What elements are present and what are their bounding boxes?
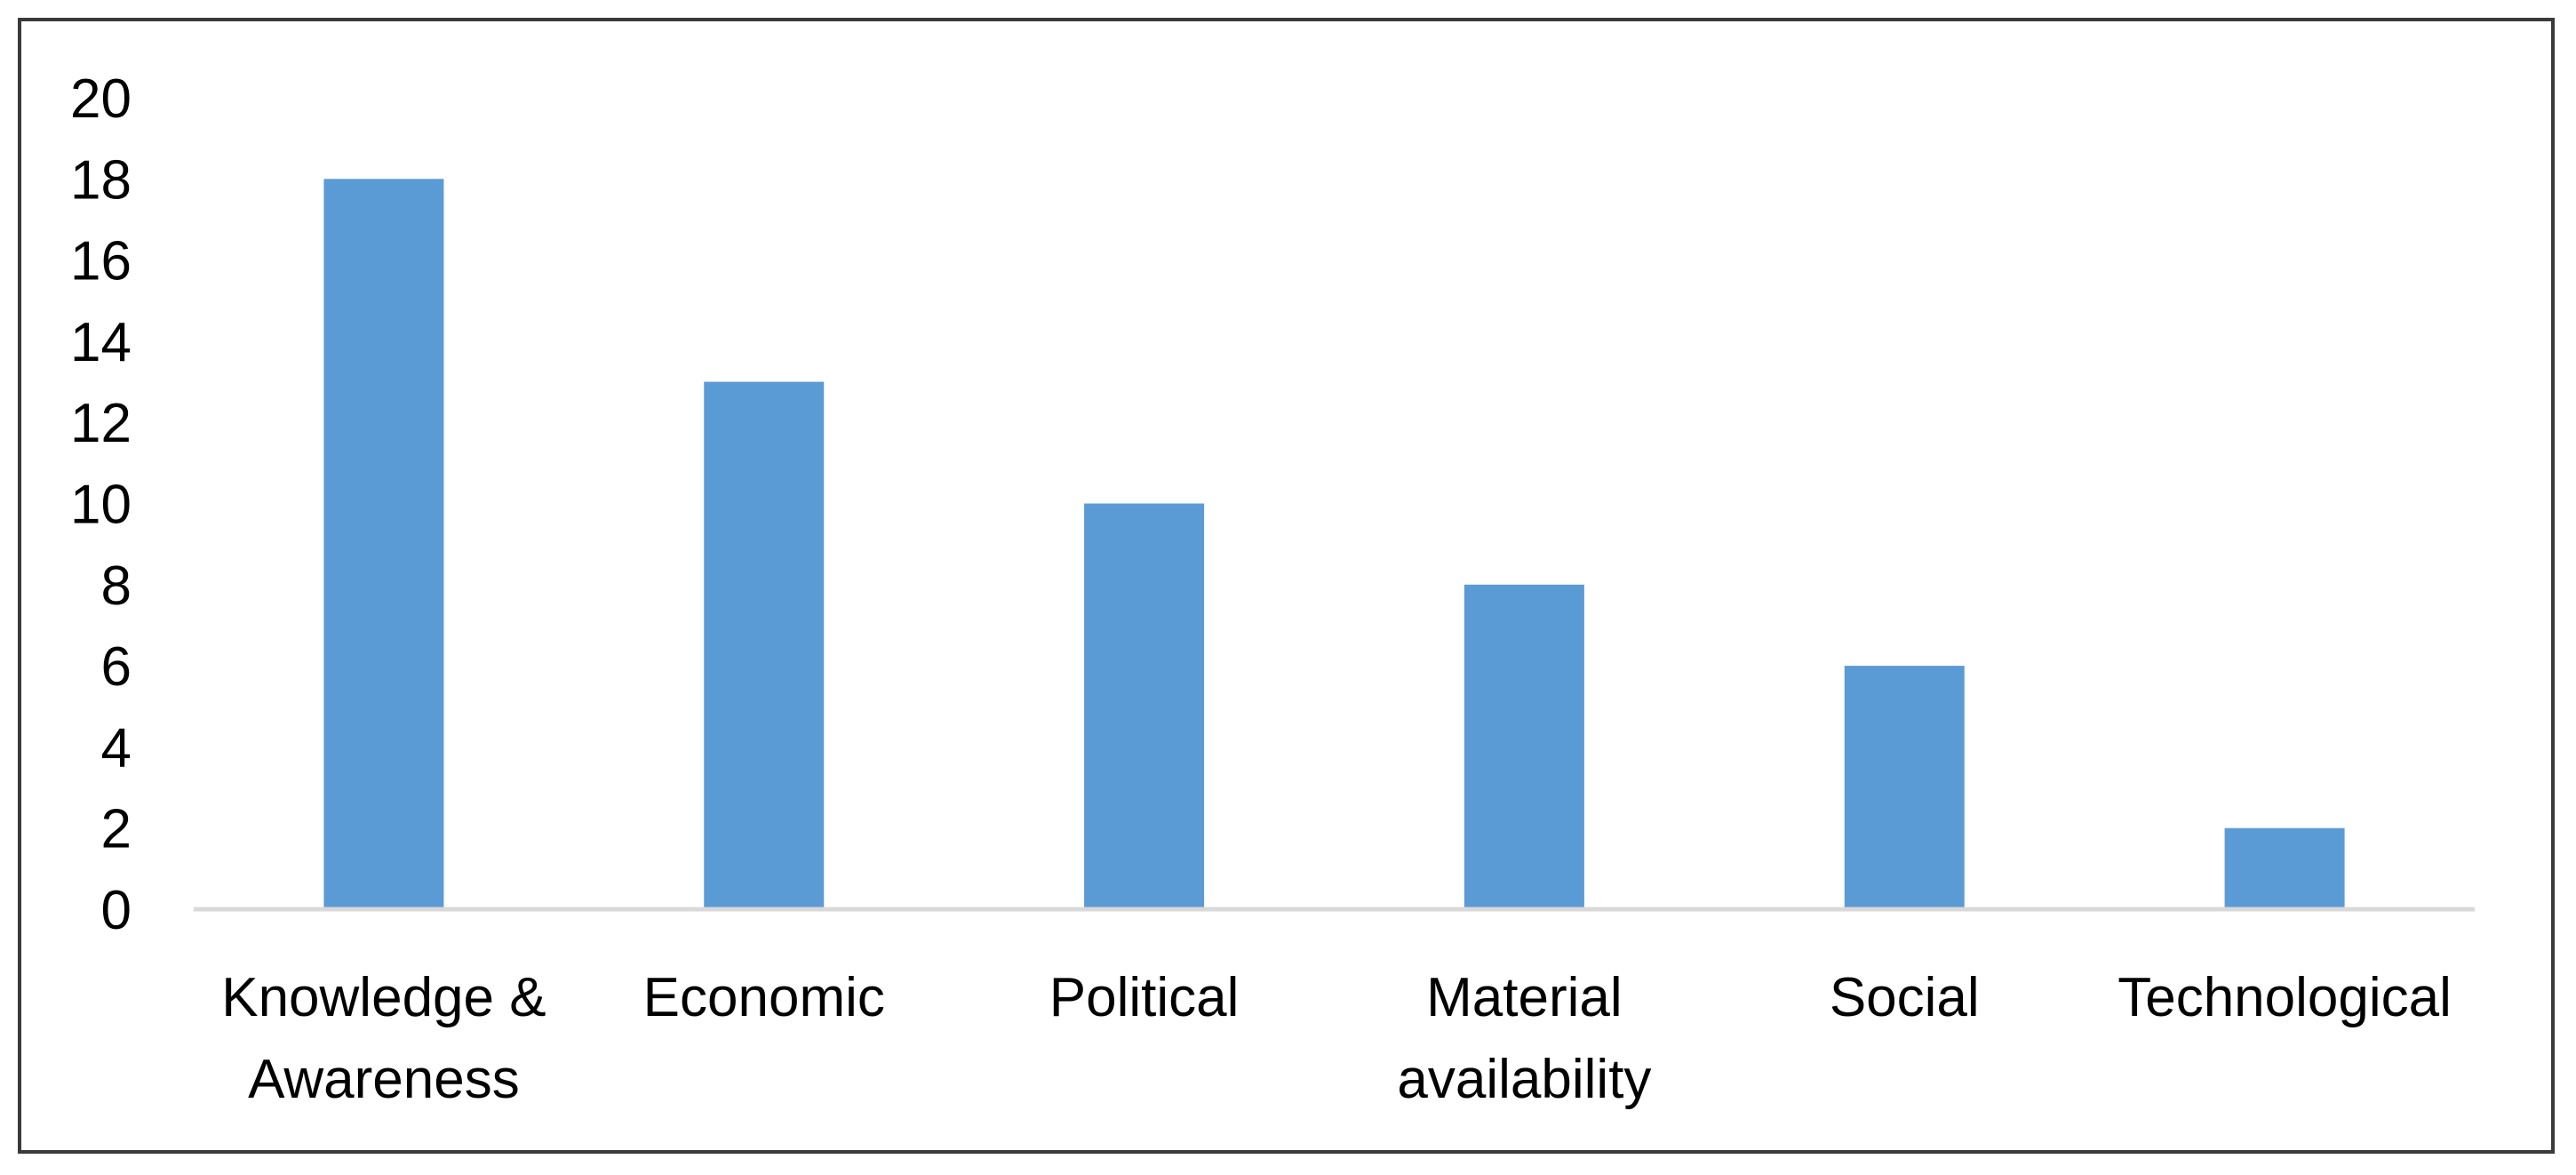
x-category-label-line: Social [1830, 967, 1980, 1028]
y-tick-label: 14 [70, 312, 132, 373]
bar [323, 179, 444, 910]
y-axis-tick-labels: 0 2 4 6 8 10 12 14 16 18 20 [70, 68, 132, 941]
y-tick-label: 20 [70, 68, 132, 130]
x-category-label-line: Political [1049, 967, 1240, 1028]
y-tick-label: 6 [101, 636, 132, 698]
x-category-label-line: Awareness [248, 1049, 520, 1110]
y-tick-label: 0 [101, 880, 132, 941]
bars [323, 179, 2345, 910]
y-tick-label: 8 [101, 556, 132, 617]
x-category-label-line: availability [1397, 1049, 1651, 1110]
y-tick-label: 2 [101, 799, 132, 860]
x-category-label: Social [1830, 967, 1980, 1028]
y-tick-label: 10 [70, 475, 132, 536]
bar [704, 381, 825, 909]
x-category-label: Material availability [1397, 967, 1651, 1110]
x-category-label: Knowledge & Awareness [221, 967, 546, 1110]
y-tick-label: 16 [70, 231, 132, 292]
x-category-label: Economic [643, 967, 885, 1028]
bar [1084, 503, 1205, 909]
x-category-label-line: Knowledge & [221, 967, 546, 1028]
x-category-label: Political [1049, 967, 1240, 1028]
bar [1844, 666, 1965, 909]
x-category-label-line: Material [1426, 967, 1623, 1028]
bar [1463, 584, 1584, 909]
y-tick-label: 18 [70, 149, 132, 211]
y-tick-label: 4 [101, 717, 132, 779]
y-tick-label: 12 [70, 393, 132, 454]
x-category-label-line: Economic [643, 967, 885, 1028]
x-axis-category-labels: Knowledge & Awareness Economic Political Mat… [221, 967, 2452, 1110]
x-category-label: Technological [2117, 967, 2452, 1028]
x-category-label-line: Technological [2117, 967, 2452, 1028]
bar [2224, 827, 2345, 909]
